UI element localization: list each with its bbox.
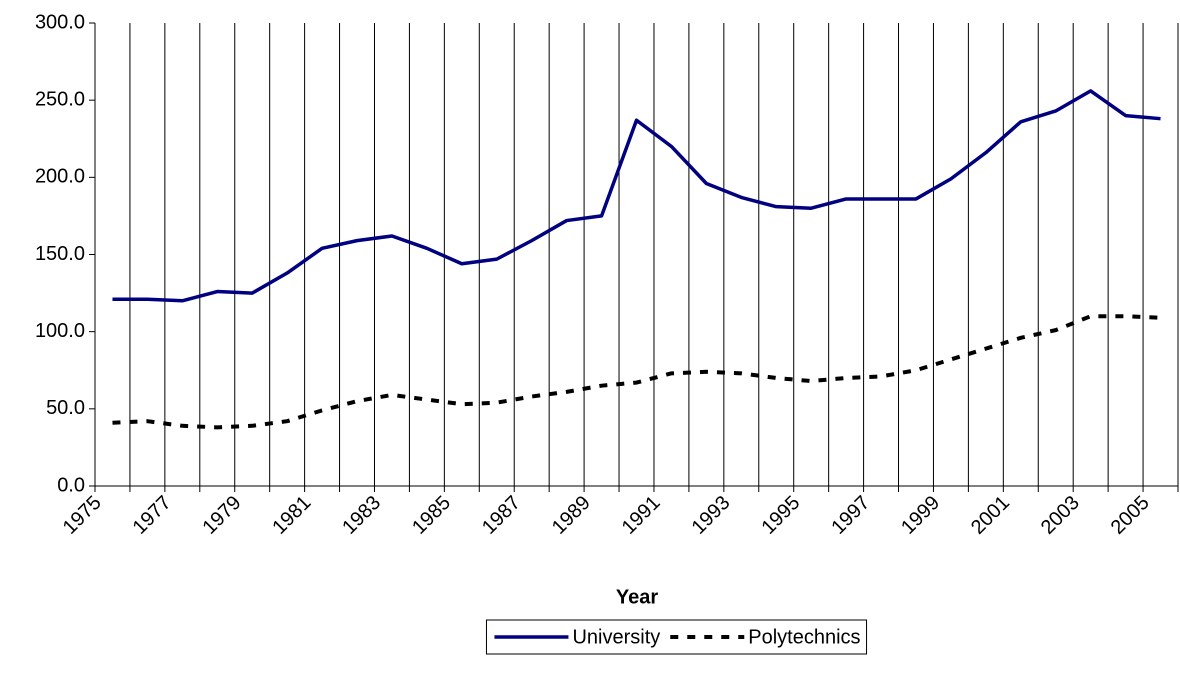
legend-label: University: [572, 626, 660, 648]
y-tick-label: 250.0: [35, 88, 85, 110]
x-tick-label: 1995: [757, 492, 804, 539]
y-tick-label: 0.0: [57, 474, 85, 496]
y-tick-label: 100.0: [35, 320, 85, 342]
x-axis-title: Year: [616, 586, 658, 608]
series-line: [112, 89, 1161, 303]
x-tick-label: 1985: [408, 492, 455, 539]
legend-label: Polytechnics: [748, 626, 860, 648]
x-tick-label: 1979: [198, 492, 245, 539]
y-tick-label: 50.0: [46, 397, 85, 419]
y-tick-label: 200.0: [35, 166, 85, 188]
x-tick-label: 2005: [1107, 492, 1154, 539]
x-tick-label: 1997: [827, 492, 874, 539]
x-tick-label: 2003: [1037, 492, 1084, 539]
y-tick-label: 150.0: [35, 243, 85, 265]
y-tick-label: 300.0: [35, 11, 85, 33]
x-tick-label: 1989: [548, 492, 595, 539]
x-tick-label: 1991: [618, 492, 665, 539]
x-tick-label: 1977: [129, 492, 176, 539]
legend: University Polytechnics: [485, 619, 868, 655]
x-tick-label: 1975: [59, 492, 106, 539]
x-tick-label: 1999: [897, 492, 944, 539]
x-tick-label: 2001: [967, 492, 1014, 539]
x-tick-label: 1987: [478, 492, 525, 539]
x-tick-label: 1983: [338, 492, 385, 539]
x-tick-label: 1981: [268, 492, 315, 539]
x-tick-label: 1993: [688, 492, 735, 539]
series-line: [112, 314, 1161, 430]
